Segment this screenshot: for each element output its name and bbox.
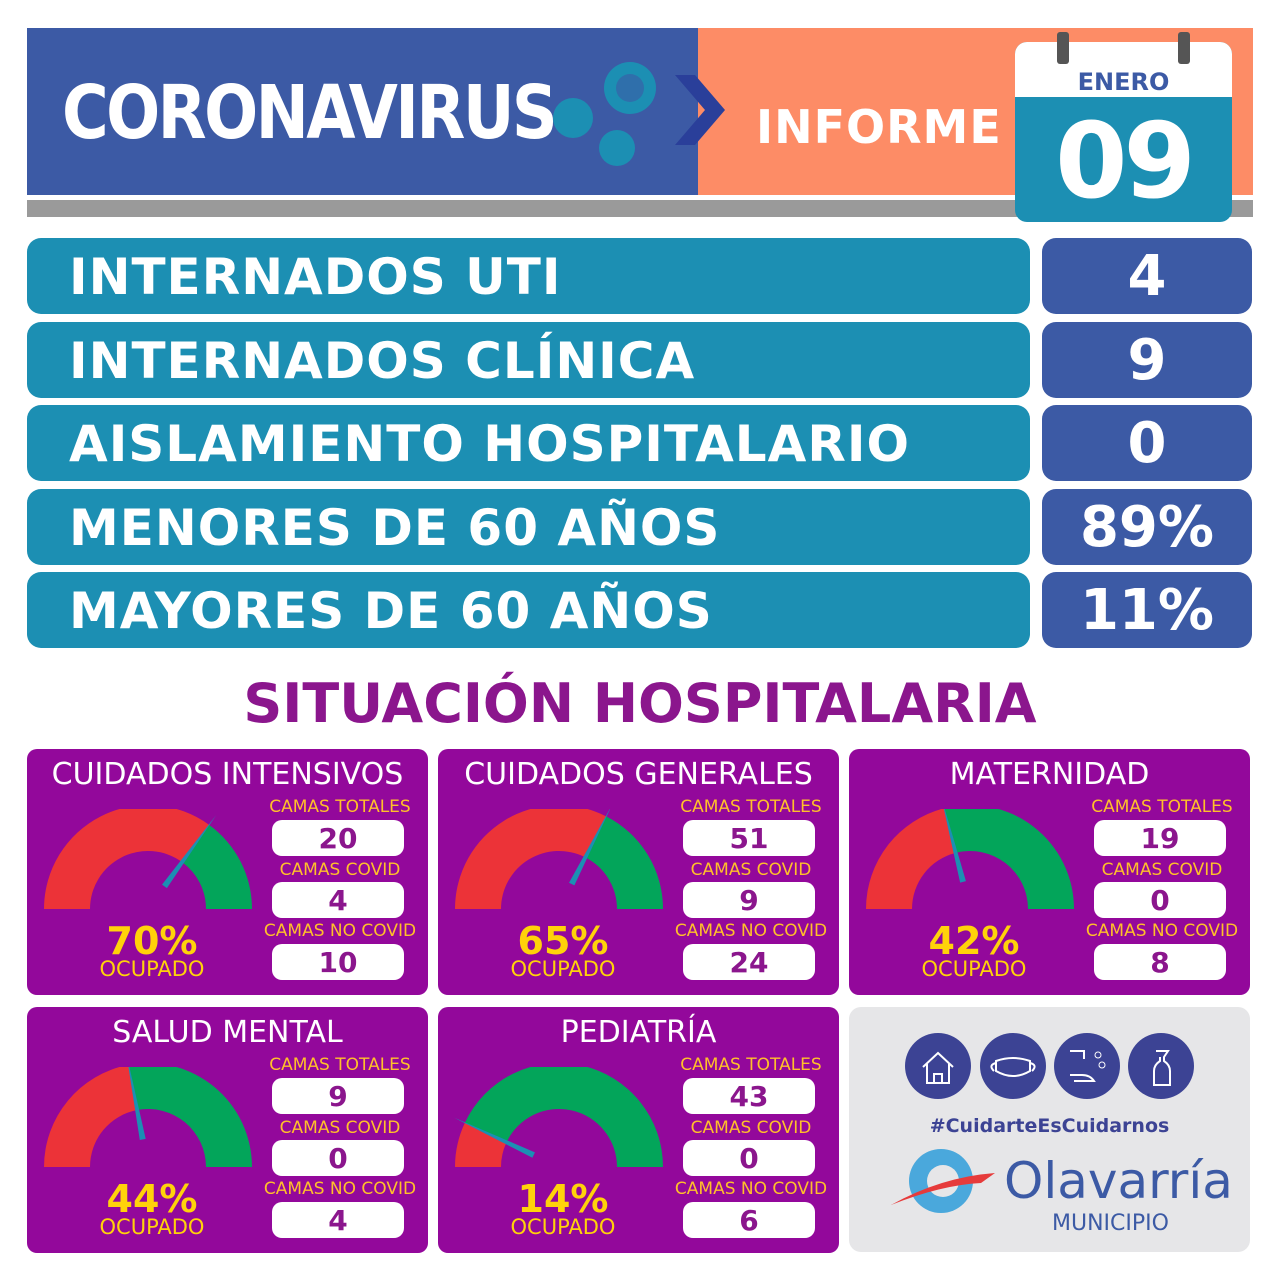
panel-title: CUIDADOS GENERALES (464, 757, 813, 792)
gauge-needle (943, 809, 966, 883)
covid-beds-label: CAMAS COVID (279, 860, 401, 880)
house-icon (905, 1033, 971, 1099)
covid-beds-label: CAMAS COVID (1101, 860, 1223, 880)
total-beds-value: 19 (1094, 820, 1226, 856)
total-beds-label: CAMAS TOTALES (269, 1055, 411, 1075)
noncovid-beds-value: 6 (683, 1202, 815, 1238)
gauge-needle (162, 815, 217, 889)
noncovid-beds-value: 8 (1094, 944, 1226, 980)
noncovid-beds-label: CAMAS NO COVID (674, 921, 828, 941)
brand-subtitle: MUNICIPIO (1052, 1211, 1169, 1236)
hashtag: #CuidarteEsCuidarnos (929, 1115, 1170, 1137)
virus-icon (553, 62, 725, 166)
gauge-needle (454, 1117, 535, 1158)
occupied-label: OCUPADO (99, 1215, 205, 1239)
occupancy-percent: 70% (106, 919, 198, 963)
gauge-needle (128, 1067, 146, 1141)
olavarria-logo-icon (891, 1149, 995, 1213)
handwash-icon (1054, 1033, 1120, 1099)
stat-value: 9 (1042, 322, 1252, 398)
covid-beds-value: 0 (1094, 882, 1226, 918)
noncovid-beds-label: CAMAS NO COVID (1085, 921, 1239, 941)
occupied-label: OCUPADO (921, 957, 1027, 981)
stat-value: 0 (1042, 405, 1252, 481)
stat-value: 89% (1042, 489, 1252, 565)
hospital-panel: CUIDADOS INTENSIVOS 70% OCUPADO CAMAS TO… (27, 749, 428, 995)
total-beds-value: 20 (272, 820, 404, 856)
stat-label: AISLAMIENTO HOSPITALARIO (27, 405, 1030, 481)
page-title: CORONAVIRUS (62, 70, 558, 156)
section-title: SITUACIÓN HOSPITALARIA (243, 672, 1037, 735)
gauge-free-arc (944, 809, 1074, 909)
covid-beds-value: 0 (683, 1140, 815, 1176)
occupancy-percent: 65% (517, 919, 609, 963)
hospital-panel: PEDIATRÍA 14% OCUPADO CAMAS TOTALES 43 C… (438, 1007, 839, 1253)
calendar-month: ENERO (1077, 68, 1170, 96)
brand-name: Olavarría (1004, 1152, 1233, 1210)
gauge-needle (569, 809, 611, 886)
covid-beds-label: CAMAS COVID (279, 1118, 401, 1138)
brand-panel: #CuidarteEsCuidarnos Olavarría MUNICIPIO (849, 1007, 1250, 1252)
hospital-panel: CUIDADOS GENERALES 65% OCUPADO CAMAS TOT… (438, 749, 839, 995)
occupancy-percent: 14% (517, 1177, 609, 1221)
calendar-day: 09 (1055, 100, 1196, 222)
stat-label: INTERNADOS UTI (27, 238, 1030, 314)
panel-title: CUIDADOS INTENSIVOS (51, 757, 404, 792)
hospital-panel: SALUD MENTAL 44% OCUPADO CAMAS TOTALES 9… (27, 1007, 428, 1253)
occupancy-percent: 42% (928, 919, 1020, 963)
total-beds-label: CAMAS TOTALES (1091, 797, 1233, 817)
covid-beds-label: CAMAS COVID (690, 860, 812, 880)
stat-value: 11% (1042, 572, 1252, 648)
hospital-panel: MATERNIDAD 42% OCUPADO CAMAS TOTALES 19 … (849, 749, 1250, 995)
stat-label: MAYORES DE 60 AÑOS (27, 572, 1030, 648)
panel-title: SALUD MENTAL (112, 1015, 343, 1050)
divider (27, 200, 1253, 217)
gauge-occupied-arc (44, 1067, 138, 1167)
gauge-occupied-arc (44, 809, 210, 909)
stat-label: MENORES DE 60 AÑOS (27, 489, 1030, 565)
occupancy-percent: 44% (106, 1177, 198, 1221)
gauge-occupied-arc (455, 809, 607, 909)
calendar-date: ENERO 09 (1015, 42, 1232, 222)
gauge-occupied-arc (866, 809, 956, 909)
calendar-ring-icon (1057, 32, 1069, 64)
calendar-ring-icon (1178, 32, 1190, 64)
covid-beds-value: 9 (683, 882, 815, 918)
total-beds-value: 51 (683, 820, 815, 856)
total-beds-label: CAMAS TOTALES (680, 797, 822, 817)
occupancy-gauge (44, 1067, 252, 1167)
total-beds-value: 9 (272, 1078, 404, 1114)
occupancy-gauge (454, 1067, 663, 1167)
panel-title: MATERNIDAD (949, 757, 1150, 792)
occupied-label: OCUPADO (99, 957, 205, 981)
noncovid-beds-label: CAMAS NO COVID (674, 1179, 828, 1199)
noncovid-beds-value: 24 (683, 944, 815, 980)
occupancy-gauge (455, 809, 663, 909)
gauge-free-arc (128, 1067, 252, 1167)
occupied-label: OCUPADO (510, 957, 616, 981)
panel-title: PEDIATRÍA (560, 1015, 717, 1050)
total-beds-value: 43 (683, 1078, 815, 1114)
stat-label: INTERNADOS CLÍNICA (27, 322, 1030, 398)
gauge-free-arc (182, 824, 252, 909)
gauge-occupied-arc (455, 1122, 507, 1167)
covid-beds-label: CAMAS COVID (690, 1118, 812, 1138)
noncovid-beds-value: 10 (272, 944, 404, 980)
gauge-free-arc (464, 1067, 663, 1167)
report-label: INFORME (756, 100, 1002, 154)
covid-beds-value: 0 (272, 1140, 404, 1176)
total-beds-label: CAMAS TOTALES (680, 1055, 822, 1075)
mask-icon (980, 1033, 1046, 1099)
occupancy-gauge (866, 809, 1074, 909)
noncovid-beds-label: CAMAS NO COVID (263, 1179, 417, 1199)
gauge-free-arc (585, 816, 663, 909)
noncovid-beds-value: 4 (272, 1202, 404, 1238)
occupancy-gauge (44, 809, 252, 909)
covid-beds-value: 4 (272, 882, 404, 918)
total-beds-label: CAMAS TOTALES (269, 797, 411, 817)
occupied-label: OCUPADO (510, 1215, 616, 1239)
spray-bottle-icon (1128, 1033, 1194, 1099)
noncovid-beds-label: CAMAS NO COVID (263, 921, 417, 941)
stat-value: 4 (1042, 238, 1252, 314)
